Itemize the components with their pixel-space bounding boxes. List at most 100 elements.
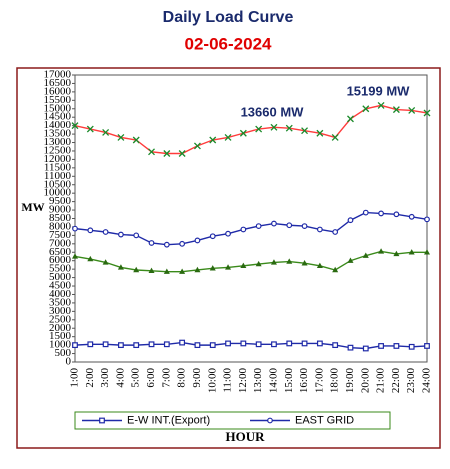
point [148,240,155,246]
point [347,115,354,123]
point [240,262,247,268]
point [179,339,186,346]
y-tick-label: 500 [55,347,72,359]
x-tick-label: 16:00 [298,368,310,394]
point [316,129,324,137]
point [424,216,430,223]
y-tick-label: 4500 [49,280,72,292]
point [393,211,400,218]
point [133,232,140,239]
point [347,217,354,224]
point [408,249,415,255]
legend-label: EAST GRID [295,414,354,426]
point [255,260,262,267]
point [239,129,247,137]
point [347,257,354,263]
x-tick-label: 20:00 [359,368,371,394]
x-tick-label: 9:00 [191,368,203,388]
point [225,340,231,347]
x-tick-label: 3:00 [99,368,111,388]
y-tick-label: 2000 [49,322,72,334]
x-tick-label: 5:00 [130,368,142,388]
point [301,223,308,229]
point [270,123,278,131]
point [316,262,323,268]
point [332,342,339,349]
series-line [74,250,427,273]
y-tick-label: 0 [66,356,72,368]
y-tick-label: 3000 [49,305,72,317]
point [179,240,186,247]
x-tick-label: 24:00 [421,368,433,394]
y-axis-label: MW [21,200,44,214]
point [178,150,186,157]
chart-title: Daily Load Curve [163,9,294,26]
point [87,255,94,262]
point [286,258,293,264]
x-tick-label: 15:00 [283,368,295,394]
y-tick-label: 17000 [44,69,72,81]
point [271,341,277,348]
point [424,249,430,255]
x-tick-label: 4:00 [114,368,126,388]
point [301,260,308,266]
point [148,341,155,348]
series-line [74,341,428,350]
y-tick-label: 10000 [44,187,72,199]
legend-label: E-W INT.(Export) [127,414,210,426]
point [86,125,94,133]
y-tick-label: 6000 [49,254,72,266]
point [209,265,216,271]
point [286,340,293,347]
y-tick-label: 6500 [49,246,72,258]
point [102,128,110,136]
point [72,342,78,349]
x-tick-label: 10:00 [206,368,218,394]
point [102,229,109,235]
x-tick-label: 1:00 [69,368,81,388]
y-tick-label: 16500 [44,77,72,89]
annotation: 15199 MW [347,83,411,98]
point [393,250,400,257]
point [163,341,170,348]
y-tick-label: 15000 [44,102,72,114]
point [362,209,369,216]
y-tick-label: 5000 [49,271,72,283]
legend [74,411,391,430]
point [117,264,124,270]
point [347,344,354,351]
y-tick-label: 3500 [49,296,72,308]
point [362,105,370,113]
point [71,122,79,130]
point [286,222,293,229]
point [255,341,262,348]
x-tick-label: 19:00 [344,368,356,394]
point [117,134,125,141]
point [163,268,170,274]
point [72,253,78,259]
point [102,341,109,348]
y-tick-label: 15500 [44,94,72,106]
point [225,230,231,237]
point [271,220,277,227]
point [163,241,170,248]
point [132,136,140,144]
y-tick-label: 1000 [49,339,72,351]
point [423,109,431,117]
x-tick-label: 8:00 [176,368,188,388]
y-tick-label: 5500 [49,263,72,275]
point [194,342,201,349]
x-tick-label: 2:00 [84,368,96,388]
x-tick-label: 11:00 [222,368,234,393]
point [316,340,323,347]
point [133,342,140,349]
y-tick-label: 7500 [49,229,72,241]
x-tick-label: 13:00 [252,368,264,394]
y-tick-label: 8000 [49,220,72,232]
series-line [74,104,428,155]
y-tick-label: 14500 [44,111,72,123]
y-tick-label: 8500 [49,212,72,224]
y-tick-label: 13000 [44,136,72,148]
point [224,134,232,141]
point [225,264,232,270]
